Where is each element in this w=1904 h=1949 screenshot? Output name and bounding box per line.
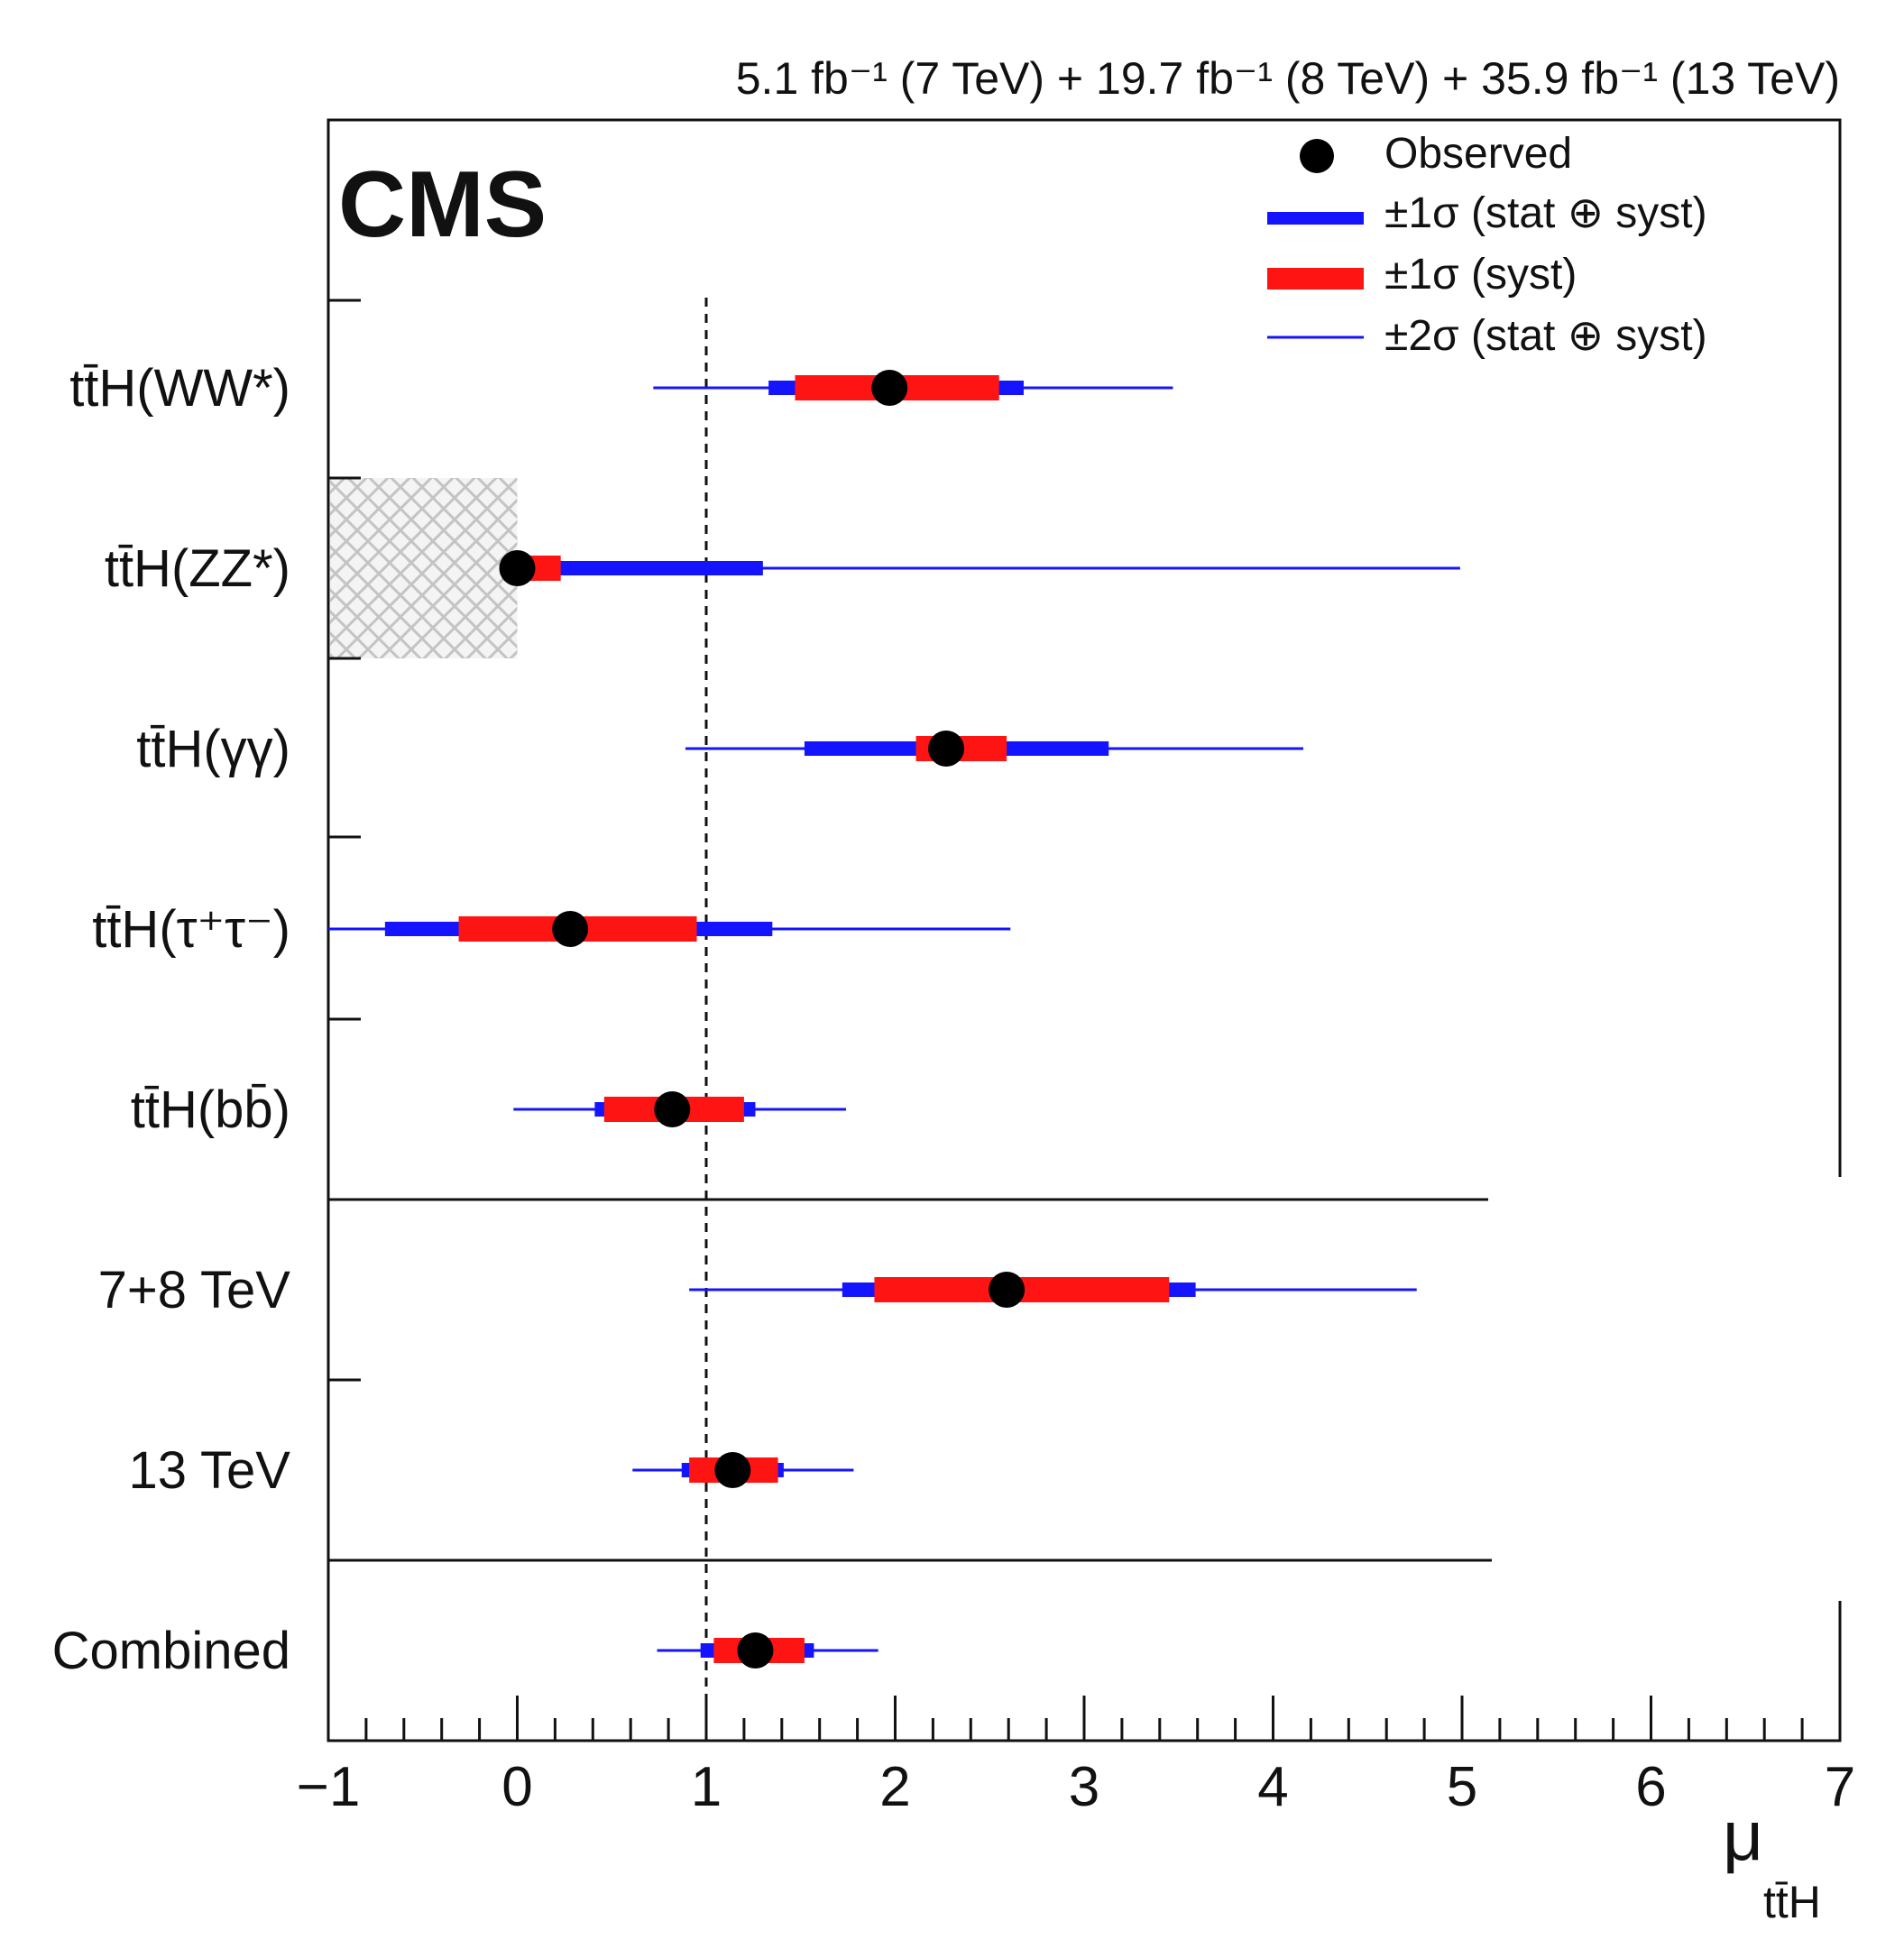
x-axis-label: μ: [1723, 1796, 1763, 1875]
observed-point: [737, 1632, 774, 1669]
x-tick-label: 3: [1069, 1756, 1099, 1818]
x-tick-label: 0: [501, 1756, 532, 1818]
x-tick-label: 6: [1635, 1756, 1666, 1818]
observed-point: [871, 370, 908, 406]
category-label: 7+8 TeV: [98, 1261, 291, 1319]
x-tick-label: 4: [1257, 1756, 1288, 1818]
legend-observed-label: Observed: [1384, 130, 1572, 178]
category-label: tt̄H(WW*): [69, 359, 290, 418]
category-label: tt̄H(bb̄): [131, 1080, 290, 1139]
x-axis-tick-labels: −1 0 1 2 3 4 5 6 7: [297, 1756, 1856, 1818]
legend-total1-swatch: [1267, 212, 1364, 225]
legend-syst1-label: ±1σ (syst): [1384, 251, 1577, 299]
x-tick-label: 5: [1447, 1756, 1477, 1818]
category-marker-group: [689, 1272, 1417, 1308]
observed-point: [499, 550, 536, 586]
experiment-label: CMS: [338, 152, 547, 257]
legend-syst1-swatch: [1267, 268, 1364, 290]
observed-point: [714, 1452, 751, 1488]
lumi-label: 5.1 fb⁻¹ (7 TeV) + 19.7 fb⁻¹ (8 TeV) + 3…: [736, 53, 1840, 104]
total-1sigma-bar: [517, 561, 763, 575]
category-label: 13 TeV: [128, 1441, 290, 1500]
data-markers: [328, 370, 1460, 1669]
legend-total1-label: ±1σ (stat ⊕ syst): [1384, 189, 1707, 237]
category-marker-group: [499, 550, 1460, 586]
legend: Observed ±1σ (stat ⊕ syst) ±1σ (syst) ±2…: [1267, 130, 1707, 360]
x-tick-label: 7: [1825, 1756, 1855, 1818]
observed-point: [654, 1091, 691, 1127]
x-tick-label: 1: [691, 1756, 722, 1818]
excluded-region-zz: [330, 478, 518, 658]
category-label: tt̄H(τ⁺τ⁻): [92, 900, 290, 959]
legend-observed-marker: [1300, 139, 1334, 173]
category-marker-group: [657, 1632, 878, 1669]
category-marker-group: [632, 1452, 854, 1488]
observed-point: [989, 1272, 1026, 1308]
observed-point: [928, 731, 965, 767]
observed-point: [552, 911, 589, 947]
frame-gap: [1831, 1177, 1849, 1601]
x-tick-label: 2: [879, 1756, 910, 1818]
x-axis-ticks: [327, 1696, 1842, 1741]
x-tick-label: −1: [297, 1756, 361, 1818]
category-marker-group: [653, 370, 1173, 406]
legend-total2-label: ±2σ (stat ⊕ syst): [1384, 312, 1707, 360]
category-marker-group: [685, 731, 1304, 767]
category-label: Combined: [52, 1622, 290, 1680]
category-marker-group: [328, 911, 1011, 947]
category-labels: tt̄H(WW*) tt̄H(ZZ*) tt̄H(γγ) tt̄H(τ⁺τ⁻) tt̄H…: [52, 359, 291, 1680]
category-marker-group: [513, 1091, 847, 1127]
category-ticks: [328, 299, 361, 1382]
x-axis-label-subscript: tt̄H: [1763, 1877, 1821, 1927]
category-label: tt̄H(γγ): [136, 720, 290, 778]
category-label: tt̄H(ZZ*): [105, 539, 290, 598]
